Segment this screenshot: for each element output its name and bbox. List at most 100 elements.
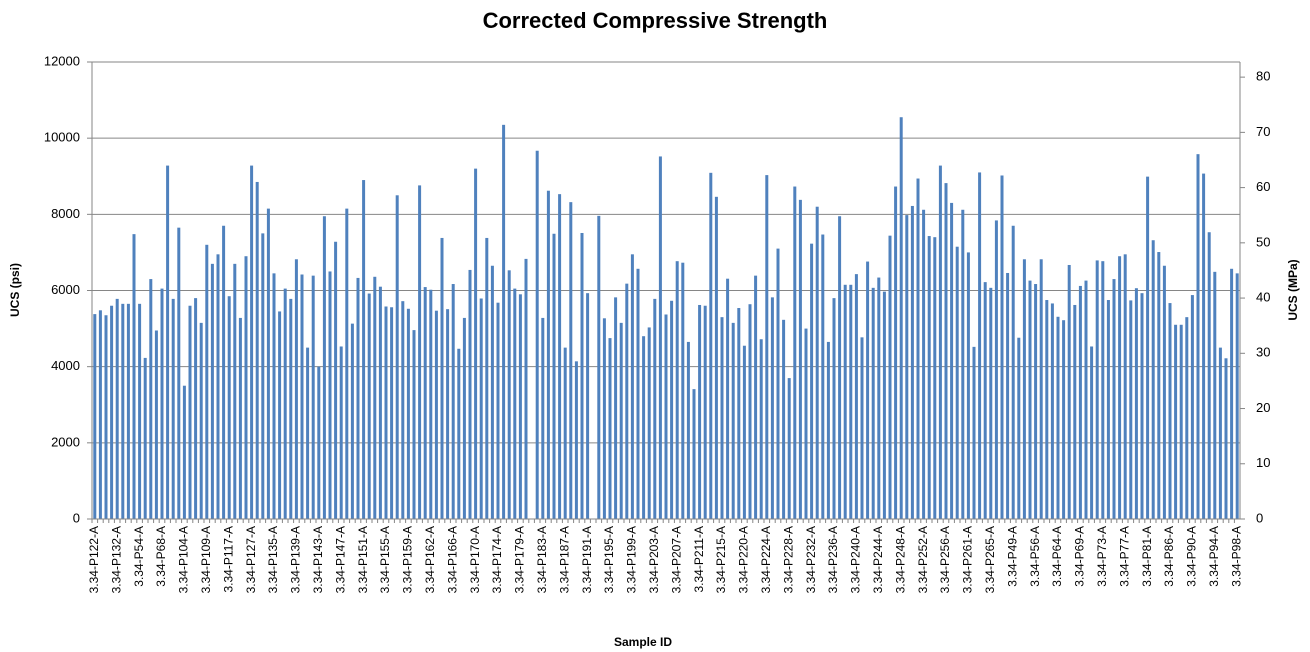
bar	[1162, 265, 1166, 519]
bar	[1123, 254, 1127, 519]
bar	[966, 252, 970, 519]
bar	[860, 337, 864, 519]
bar	[1112, 279, 1116, 519]
y-axis-label: UCS (psi)	[8, 263, 22, 317]
bar	[597, 215, 601, 519]
bar	[115, 298, 119, 519]
bar	[978, 172, 982, 520]
bar	[849, 284, 853, 519]
bar	[289, 298, 293, 519]
bar	[362, 180, 366, 519]
bar	[266, 208, 270, 519]
bar	[1140, 293, 1144, 519]
bar	[490, 265, 494, 519]
bar	[345, 208, 349, 519]
bar	[278, 311, 282, 519]
x-tick-label: 3.34-P90-A	[1185, 526, 1199, 587]
bar	[423, 287, 427, 519]
bar	[642, 336, 646, 519]
y-tick-label: 12000	[44, 53, 80, 68]
bar	[625, 283, 629, 519]
bar	[93, 314, 97, 519]
bar	[1118, 256, 1122, 519]
bar	[418, 185, 422, 519]
bar	[838, 216, 842, 520]
bar	[177, 227, 181, 519]
x-tick-label: 3.34-P139-A	[289, 526, 303, 593]
x-tick-label: 3.34-P151-A	[356, 526, 370, 593]
bar	[222, 225, 226, 519]
bar	[1151, 240, 1155, 520]
x-tick-label: 3.34-P49-A	[1005, 526, 1019, 587]
bar	[238, 317, 242, 519]
bar	[468, 269, 472, 519]
x-tick-label: 3.34-P135-A	[266, 526, 280, 593]
bar	[110, 305, 114, 519]
bar	[854, 274, 858, 519]
bar	[154, 330, 158, 519]
x-tick-label: 3.34-P232-A	[804, 526, 818, 593]
bar	[832, 298, 836, 519]
bar	[440, 237, 444, 519]
bar	[1185, 317, 1189, 519]
bar	[149, 279, 153, 519]
bar	[636, 268, 640, 519]
bar	[485, 237, 489, 519]
bar	[994, 220, 998, 519]
bar	[160, 288, 164, 519]
bar	[614, 297, 618, 519]
bar	[182, 385, 186, 519]
bar	[877, 277, 881, 519]
x-tick-label: 3.34-P211-A	[692, 526, 706, 593]
x-tick-label: 3.34-P215-A	[714, 526, 728, 593]
bar	[670, 300, 674, 519]
bar	[922, 209, 926, 519]
bar	[569, 202, 573, 519]
bar	[1090, 346, 1094, 519]
bar	[384, 306, 388, 519]
bar	[261, 233, 265, 519]
bar	[1168, 303, 1172, 519]
bar	[787, 378, 791, 519]
x-tick-label: 3.34-P236-A	[826, 526, 840, 593]
bar	[1230, 268, 1234, 519]
bar	[810, 243, 814, 519]
bar	[1207, 232, 1211, 520]
bar	[731, 322, 735, 519]
bar	[1078, 285, 1082, 519]
bar	[373, 276, 377, 519]
x-tick-label: 3.34-P64-A	[1050, 526, 1064, 587]
x-tick-label: 3.34-P81-A	[1140, 526, 1154, 587]
bar	[647, 327, 651, 519]
bar	[462, 317, 466, 519]
bar	[1062, 320, 1066, 519]
bar	[580, 232, 584, 519]
bar	[126, 303, 130, 519]
x-tick-label: 3.34-P224-A	[759, 526, 773, 593]
x-tick-label: 3.34-P155-A	[378, 526, 392, 593]
bar	[227, 296, 231, 519]
bar	[709, 172, 713, 519]
x-tick-label: 3.34-P77-A	[1117, 526, 1131, 587]
y2-tick-label: 60	[1256, 179, 1270, 194]
y2-axis-label: UCS (MPa)	[1286, 259, 1300, 320]
x-tick-label: 3.34-P159-A	[401, 526, 415, 593]
x-tick-label: 3.34-P54-A	[132, 526, 146, 587]
y-tick-label: 2000	[51, 434, 80, 449]
bar	[132, 234, 136, 520]
y2-tick-label: 50	[1256, 234, 1270, 249]
bar	[188, 305, 192, 519]
bar	[882, 291, 886, 519]
bar	[1174, 324, 1178, 519]
y2-tick-label: 80	[1256, 69, 1270, 84]
x-tick-label: 3.34-P109-A	[199, 526, 213, 593]
bar	[356, 277, 360, 519]
bar	[311, 275, 315, 519]
bar	[328, 271, 332, 519]
bar	[726, 278, 730, 519]
x-tick-label: 3.34-P203-A	[647, 526, 661, 593]
bar	[434, 310, 438, 519]
x-tick-label: 3.34-P244-A	[871, 526, 885, 593]
bar	[1235, 273, 1239, 519]
